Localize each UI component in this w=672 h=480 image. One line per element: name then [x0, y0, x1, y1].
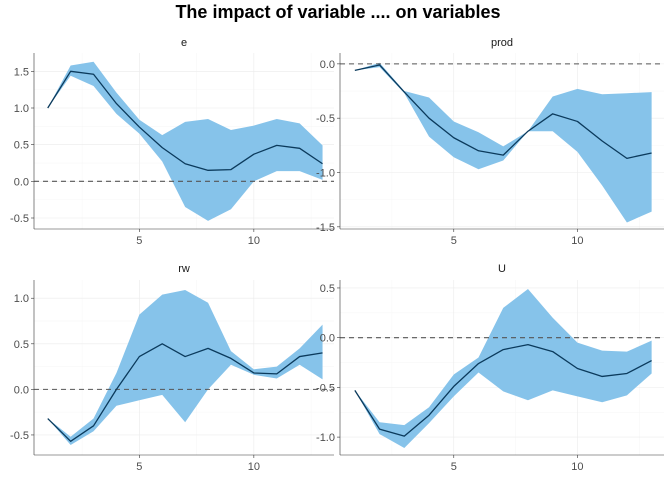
y-tick-label: 0.0 — [14, 176, 29, 188]
y-tick-label: 0.0 — [14, 384, 29, 396]
x-tick-label: 5 — [451, 235, 457, 247]
confidence-band — [354, 62, 652, 223]
y-tick-label: 0.5 — [320, 283, 335, 295]
y-tick-label: 1.5 — [14, 66, 29, 78]
y-tick-label: -1.0 — [316, 168, 335, 180]
facet-label: prod — [491, 37, 513, 49]
x-tick-label: 10 — [248, 235, 260, 247]
response-line — [47, 343, 323, 442]
response-line — [354, 64, 652, 160]
confidence-band — [354, 288, 652, 449]
y-tick-label: -0.5 — [10, 430, 29, 442]
x-tick-label: 5 — [136, 461, 142, 473]
x-tick-label: 10 — [248, 461, 260, 473]
x-tick-label: 10 — [571, 235, 583, 247]
y-tick-label: -0.5 — [10, 213, 29, 225]
x-tick-label: 5 — [451, 461, 457, 473]
confidence-band — [47, 61, 323, 221]
figure-title: The impact of variable .... on variables — [175, 2, 500, 22]
x-tick-label: 5 — [136, 235, 142, 247]
y-tick-label: -0.5 — [316, 382, 335, 394]
facet-label: e — [181, 37, 187, 49]
y-tick-label: 0.0 — [320, 59, 335, 71]
y-tick-label: 0.5 — [14, 339, 29, 351]
x-tick-label: 10 — [571, 461, 583, 473]
response-line — [354, 343, 652, 437]
y-tick-label: 0.5 — [14, 140, 29, 152]
y-tick-label: 1.0 — [14, 103, 29, 115]
facet-label: rw — [178, 263, 190, 275]
panel-rw: rw -0.5 0.0 0.5 1.0 5 10 — [10, 263, 334, 473]
response-line — [47, 70, 323, 171]
y-tick-label: -1.5 — [316, 222, 335, 234]
y-tick-label: 1.0 — [14, 293, 29, 305]
y-tick-label: -1.0 — [316, 432, 335, 444]
y-tick-label: -0.5 — [316, 113, 335, 125]
panel-u: U -1.0 -0.5 0.0 0.5 5 10 — [316, 263, 664, 473]
y-tick-label: 0.0 — [320, 333, 335, 345]
facet-label: U — [498, 263, 506, 275]
panel-e: e -0.5 0.0 0.5 1.0 1.5 5 10 — [10, 37, 334, 247]
panel-prod: prod -1.5 -1.0 -0.5 0.0 5 10 — [316, 37, 664, 247]
confidence-band — [47, 290, 323, 445]
